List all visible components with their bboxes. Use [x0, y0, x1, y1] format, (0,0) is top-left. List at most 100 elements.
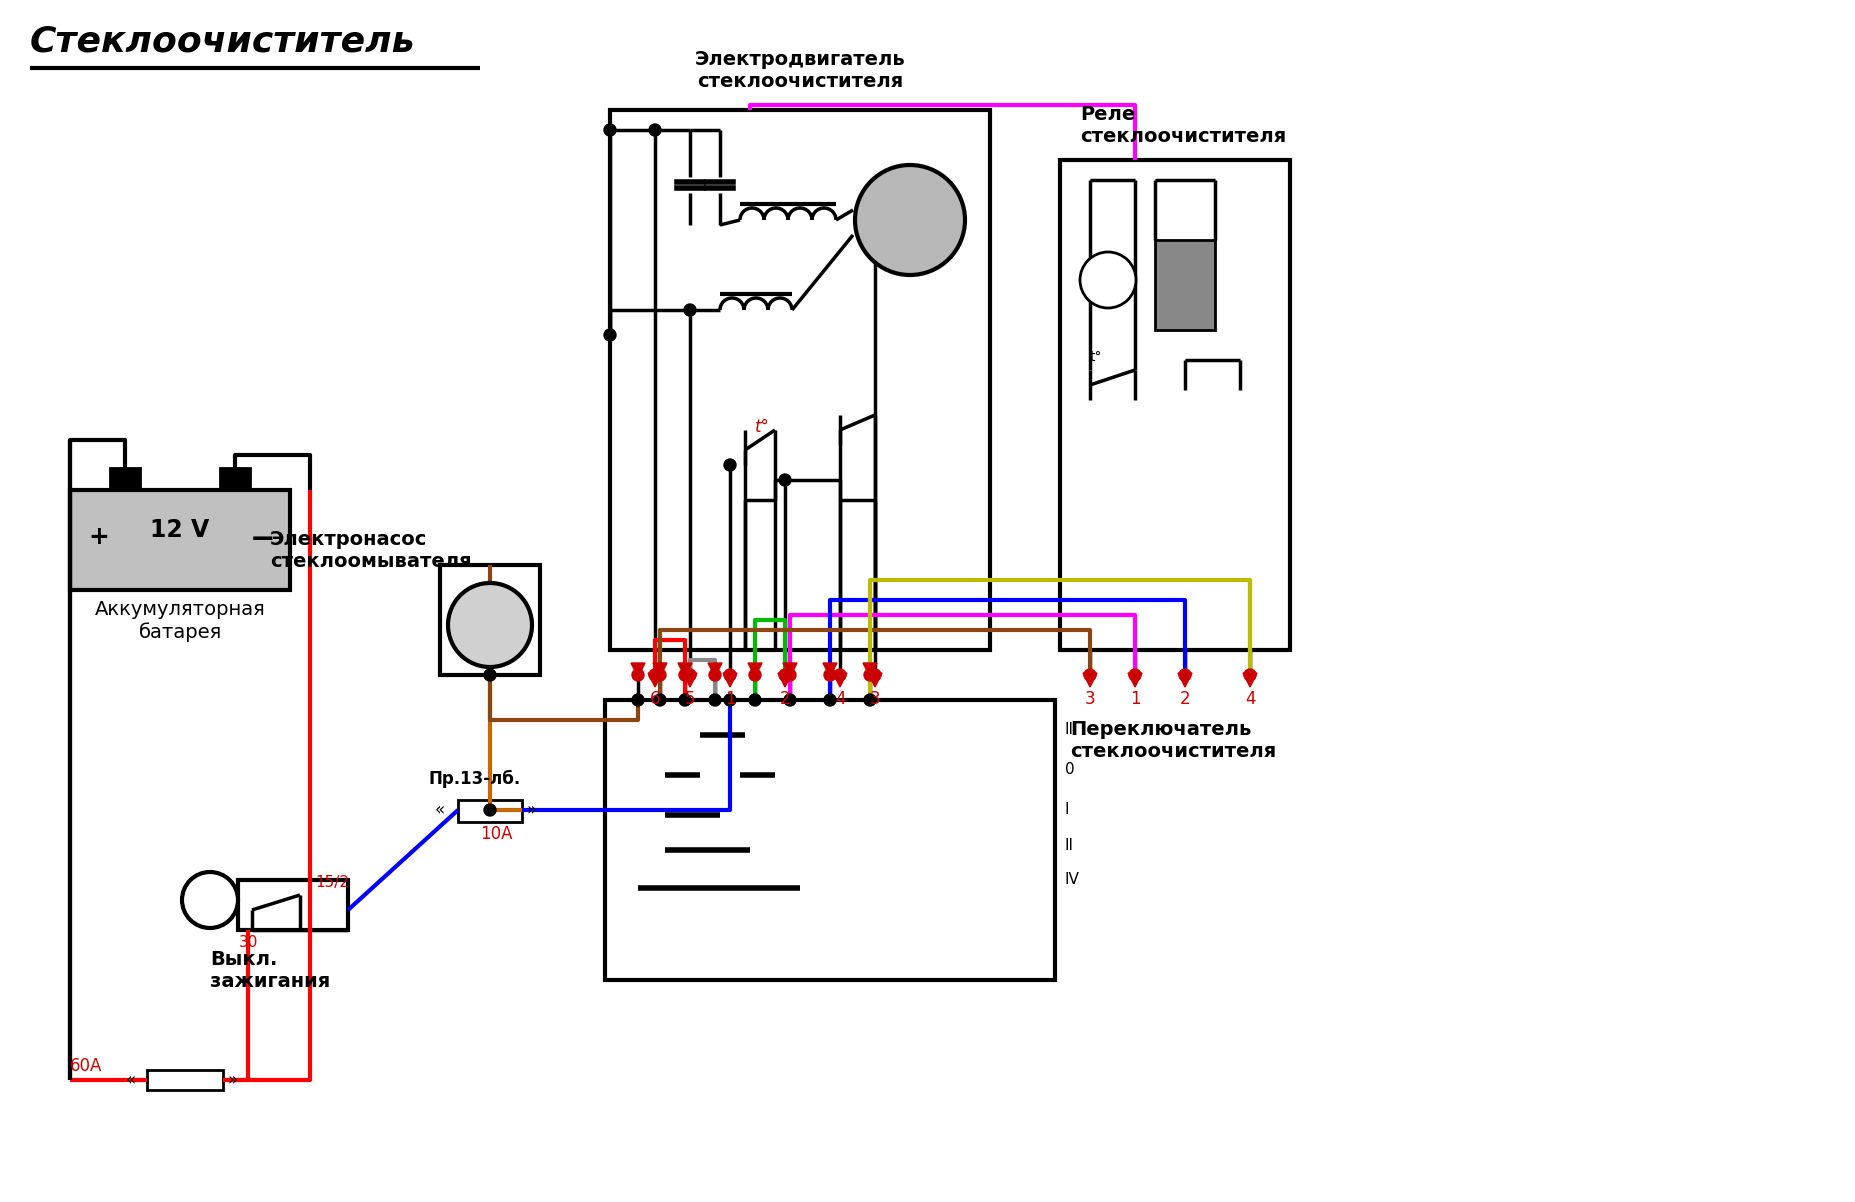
Circle shape: [449, 583, 532, 667]
Text: 4: 4: [825, 662, 835, 680]
Bar: [147, 1070, 223, 1090]
Text: 1: 1: [864, 662, 876, 680]
Circle shape: [779, 670, 790, 682]
Circle shape: [779, 474, 790, 486]
Text: «: «: [126, 1071, 135, 1089]
Bar: [221, 468, 250, 490]
Text: 15/2: 15/2: [315, 875, 349, 889]
Polygon shape: [748, 664, 762, 677]
Polygon shape: [631, 664, 646, 677]
Text: 1: 1: [725, 690, 735, 708]
Text: 3: 3: [1085, 690, 1094, 708]
Circle shape: [1180, 670, 1191, 682]
Text: Реле
стеклоочистителя: Реле стеклоочистителя: [1080, 105, 1286, 145]
Circle shape: [633, 694, 644, 706]
Text: 2: 2: [779, 690, 790, 708]
Text: Переключатель
стеклоочистителя: Переключатель стеклоочистителя: [1070, 720, 1276, 761]
Circle shape: [855, 165, 965, 275]
Circle shape: [605, 124, 616, 136]
Text: 8: 8: [633, 662, 644, 680]
Text: »: »: [527, 801, 536, 819]
Bar: [458, 801, 521, 822]
Circle shape: [633, 670, 644, 682]
Text: »: »: [226, 1071, 237, 1089]
Circle shape: [749, 670, 761, 682]
Text: Электронасос
стеклоомывателя: Электронасос стеклоомывателя: [271, 530, 471, 571]
Text: II: II: [1065, 838, 1074, 852]
Polygon shape: [863, 664, 877, 677]
Bar: [440, 565, 540, 676]
Bar: [610, 111, 991, 650]
Polygon shape: [709, 664, 722, 677]
Text: −: −: [250, 525, 276, 554]
Circle shape: [655, 670, 666, 682]
Text: 2: 2: [1180, 690, 1191, 708]
Bar: [109, 468, 139, 490]
Circle shape: [785, 694, 796, 706]
Text: t°: t°: [1091, 350, 1102, 364]
Polygon shape: [868, 673, 881, 688]
Circle shape: [1245, 670, 1256, 682]
Text: 7: 7: [655, 662, 666, 680]
Text: IV: IV: [1065, 873, 1080, 887]
Polygon shape: [1128, 673, 1143, 688]
Circle shape: [785, 670, 796, 682]
Circle shape: [649, 124, 660, 136]
Polygon shape: [1083, 673, 1096, 688]
Circle shape: [709, 670, 722, 682]
Text: 5: 5: [710, 662, 720, 680]
Text: Аккумуляторная
батарея: Аккумуляторная батарея: [95, 600, 265, 642]
Text: 2: 2: [749, 662, 761, 680]
Circle shape: [649, 670, 660, 682]
Circle shape: [709, 694, 722, 706]
Circle shape: [824, 694, 837, 706]
Circle shape: [655, 694, 666, 706]
Polygon shape: [1178, 673, 1193, 688]
Polygon shape: [777, 673, 792, 688]
Circle shape: [864, 670, 876, 682]
Circle shape: [679, 694, 692, 706]
Circle shape: [484, 804, 495, 816]
Circle shape: [749, 694, 761, 706]
Circle shape: [182, 871, 237, 928]
Polygon shape: [653, 664, 668, 677]
Text: 4: 4: [835, 690, 846, 708]
Bar: [605, 700, 1055, 980]
Text: 60А: 60А: [70, 1057, 102, 1075]
Text: Электродвигатель
стеклоочистителя: Электродвигатель стеклоочистителя: [694, 50, 905, 91]
Text: «: «: [434, 801, 445, 819]
Circle shape: [684, 304, 696, 316]
Text: 3: 3: [785, 662, 796, 680]
Text: +: +: [87, 525, 109, 549]
Text: t°: t°: [755, 418, 770, 436]
Circle shape: [723, 694, 736, 706]
Bar: [70, 490, 289, 590]
Bar: [237, 880, 349, 930]
Text: 6: 6: [679, 662, 690, 680]
Polygon shape: [677, 664, 692, 677]
Text: I: I: [1065, 803, 1070, 817]
Circle shape: [679, 670, 692, 682]
Text: 30: 30: [237, 935, 258, 950]
Polygon shape: [683, 673, 697, 688]
Circle shape: [1083, 670, 1096, 682]
Circle shape: [723, 670, 736, 682]
Circle shape: [824, 670, 837, 682]
Circle shape: [723, 459, 736, 471]
Text: Стеклоочиститель: Стеклоочиститель: [30, 25, 416, 59]
Polygon shape: [833, 673, 848, 688]
Bar: [495, 615, 518, 631]
Circle shape: [1080, 252, 1135, 308]
Text: 4: 4: [1245, 690, 1256, 708]
Text: Пр.13-лб.: Пр.13-лб.: [429, 770, 519, 789]
Circle shape: [684, 670, 696, 682]
Text: 1: 1: [1130, 690, 1141, 708]
Polygon shape: [647, 673, 662, 688]
Polygon shape: [783, 664, 798, 677]
Circle shape: [835, 670, 846, 682]
Bar: [1156, 240, 1215, 331]
Text: Выкл.
зажигания: Выкл. зажигания: [210, 950, 330, 990]
Text: 12 V: 12 V: [150, 518, 210, 542]
Polygon shape: [1243, 673, 1258, 688]
Text: 5: 5: [684, 690, 696, 708]
